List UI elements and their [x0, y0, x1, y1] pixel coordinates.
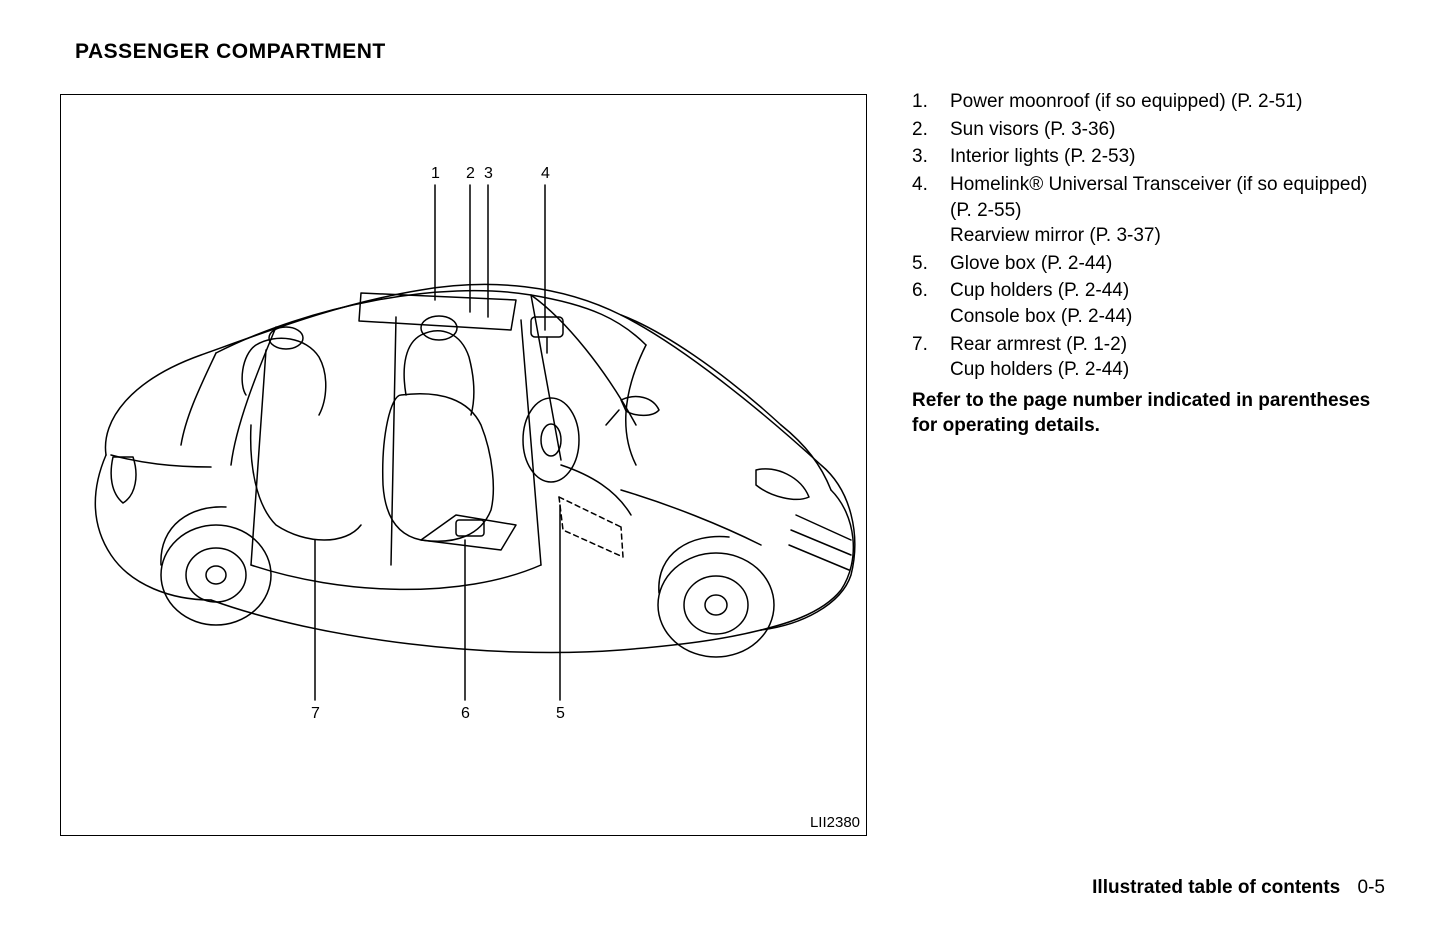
- callout-item: 4. Homelink® Universal Transceiver (if s…: [912, 172, 1385, 249]
- callout-item: 1. Power moonroof (if so equipped) (P. 2…: [912, 89, 1385, 115]
- callout-text: Power moonroof (if so equipped) (P. 2-51…: [950, 89, 1385, 115]
- callout-text: Sun visors (P. 3-36): [950, 117, 1385, 143]
- manual-page: PASSENGER COMPARTMENT 1 2 3 4 7 6 5: [0, 0, 1445, 929]
- callout-text: Glove box (P. 2-44): [950, 251, 1385, 277]
- page-footer: Illustrated table of contents 0-5: [1092, 877, 1385, 899]
- callout-item: 7. Rear armrest (P. 1-2) Cup holders (P.…: [912, 332, 1385, 383]
- callout-list: 1. Power moonroof (if so equipped) (P. 2…: [912, 89, 1385, 438]
- footer-page-number: 0-5: [1358, 877, 1385, 898]
- callout-number: 7.: [912, 332, 950, 383]
- diagram-box: 1 2 3 4 7 6 5: [60, 94, 867, 836]
- callout-item: 5. Glove box (P. 2-44): [912, 251, 1385, 277]
- section-title: PASSENGER COMPARTMENT: [75, 40, 1385, 64]
- car-illustration: [61, 95, 866, 835]
- diagram-code: LII2380: [810, 814, 860, 831]
- callout-number: 1.: [912, 89, 950, 115]
- content-row: 1 2 3 4 7 6 5: [60, 89, 1385, 836]
- callout-text: Rear armrest (P. 1-2) Cup holders (P. 2-…: [950, 332, 1385, 383]
- callout-text: Cup holders (P. 2-44) Console box (P. 2-…: [950, 278, 1385, 329]
- refer-note: Refer to the page number indicated in pa…: [912, 389, 1385, 438]
- callout-number: 4.: [912, 172, 950, 249]
- callout-text: Homelink® Universal Transceiver (if so e…: [950, 172, 1385, 249]
- callout-number: 5.: [912, 251, 950, 277]
- callout-number: 2.: [912, 117, 950, 143]
- callout-text: Interior lights (P. 2-53): [950, 144, 1385, 170]
- callout-item: 2. Sun visors (P. 3-36): [912, 117, 1385, 143]
- footer-title: Illustrated table of contents: [1092, 877, 1340, 898]
- callout-number: 6.: [912, 278, 950, 329]
- callout-item: 3. Interior lights (P. 2-53): [912, 144, 1385, 170]
- callout-item: 6. Cup holders (P. 2-44) Console box (P.…: [912, 278, 1385, 329]
- callout-number: 3.: [912, 144, 950, 170]
